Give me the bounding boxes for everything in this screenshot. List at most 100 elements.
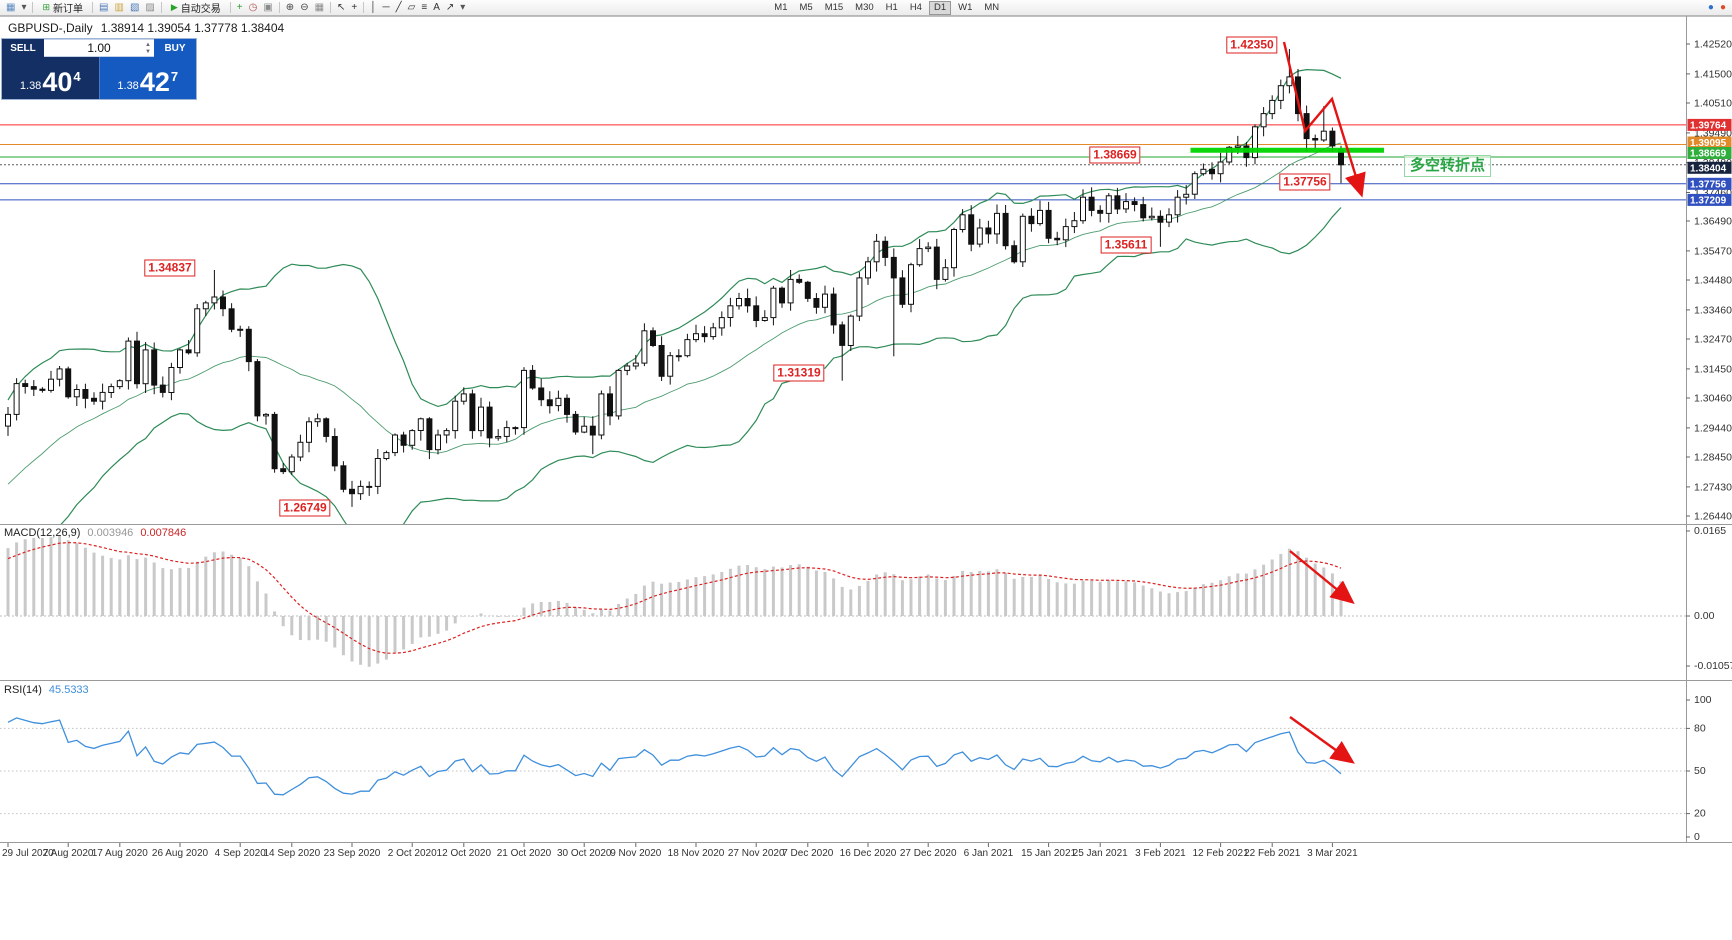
autotrading-button[interactable]: ▶ 自动交易 (170, 2, 221, 15)
toolbar-separator (160, 2, 162, 13)
svg-text:1.27430: 1.27430 (1694, 481, 1732, 493)
navigator-icon[interactable]: ▧ (129, 1, 140, 13)
price-annotation-1.38669[interactable]: 1.38669 (1089, 146, 1141, 164)
toolbar-separator (330, 2, 332, 13)
sell-price-prefix: 1.38 (19, 80, 42, 92)
toolbar-separator (278, 2, 280, 13)
connection-circle-icon[interactable]: ● (1719, 1, 1726, 13)
volume-value: 1.00 (87, 41, 111, 55)
trendline-icon[interactable]: ╱ (395, 1, 402, 13)
svg-text:0.00: 0.00 (1694, 610, 1715, 622)
crosshair-icon[interactable]: + (351, 1, 358, 13)
svg-text:1.42520: 1.42520 (1694, 39, 1732, 51)
arrow-object-icon[interactable]: ↗ (445, 1, 455, 13)
sell-button[interactable]: SELL (2, 39, 44, 57)
main-chart-down-arrow (1282, 41, 1366, 198)
svg-text:1.39764: 1.39764 (1690, 120, 1727, 131)
sell-price-sup: 4 (73, 69, 81, 84)
trend-arrows[interactable] (1282, 41, 1366, 764)
price-tag-1.37756 (1687, 177, 1732, 190)
buy-button[interactable]: BUY (154, 39, 196, 57)
sell-price[interactable]: 1.38 40 4 (2, 57, 100, 99)
templates-icon[interactable]: ▣ (263, 1, 273, 13)
svg-text:2 Oct 2020: 2 Oct 2020 (388, 848, 437, 859)
timeframe-button-h4[interactable]: H4 (909, 1, 922, 13)
horizontal-level-lines[interactable] (0, 124, 1686, 201)
svg-text:27 Nov 2020: 27 Nov 2020 (728, 848, 785, 859)
data-window-icon[interactable]: ▥ (114, 1, 124, 13)
candlestick-series[interactable] (5, 49, 1344, 507)
volume-input[interactable]: 1.00 ▲ ▼ (44, 39, 154, 57)
price-annotation-1.26749[interactable]: 1.26749 (279, 499, 331, 517)
svg-text:1.31450: 1.31450 (1694, 363, 1732, 375)
svg-text:16 Dec 2020: 16 Dec 2020 (840, 848, 897, 859)
one-click-trade-panel: SELL 1.00 ▲ ▼ BUY 1.38 40 4 1.38 42 7 (2, 39, 196, 99)
svg-text:1.38669: 1.38669 (1690, 149, 1727, 160)
period-clock-icon[interactable]: ◷ (248, 1, 258, 13)
fibonacci-icon[interactable]: ≡ (421, 1, 428, 13)
svg-text:1.35470: 1.35470 (1694, 245, 1732, 257)
timeframe-button-m1[interactable]: M1 (774, 1, 788, 13)
indicators-add-icon[interactable]: + (236, 1, 243, 13)
tile-windows-icon[interactable]: ▦ (314, 1, 325, 13)
channel-icon[interactable]: ▱ (407, 1, 416, 13)
price-annotation-1.35611[interactable]: 1.35611 (1100, 236, 1152, 254)
macd-down-arrow (1289, 550, 1355, 605)
svg-text:3 Feb 2021: 3 Feb 2021 (1135, 848, 1186, 859)
svg-text:27 Dec 2020: 27 Dec 2020 (900, 848, 957, 859)
panel-borders (0, 16, 1732, 843)
timeframe-button-m5[interactable]: M5 (799, 1, 813, 13)
svg-text:0.0165: 0.0165 (1694, 525, 1726, 537)
vertical-line-icon[interactable]: │ (370, 1, 377, 13)
price-annotation-1.42350[interactable]: 1.42350 (1226, 36, 1278, 54)
svg-text:1.26440: 1.26440 (1694, 511, 1732, 523)
volume-down-icon[interactable]: ▼ (145, 49, 151, 55)
svg-text:20: 20 (1694, 808, 1706, 820)
svg-text:0: 0 (1694, 831, 1700, 843)
svg-text:7 Aug 2020: 7 Aug 2020 (43, 848, 94, 859)
text-label-icon[interactable]: A (433, 1, 440, 13)
horizontal-line-icon[interactable]: ─ (382, 1, 390, 13)
toolbar: ▦ ▾ ⊞ 新订单 ▤ ▥ ▧ ▨ ▶ 自动交易 + ◷ ▣ ⊕ ⊖ ▦ ↖ + │ ─ ╱ ▱ ≡ A ↗ ▾ M1 M5 M15 M3… (0, 0, 1732, 16)
svg-text:22 Feb 2021: 22 Feb 2021 (1244, 848, 1301, 859)
cursor-icon[interactable]: ↖ (337, 1, 346, 13)
objects-dropdown-icon[interactable]: ▾ (460, 1, 466, 13)
timeframe-button-m30[interactable]: M30 (855, 1, 874, 13)
chart-window-icon[interactable]: ▦ (6, 1, 16, 13)
turning-point-label[interactable]: 多空转折点 (1404, 155, 1492, 177)
ohlc-values: 1.38914 1.39054 1.37778 1.38404 (100, 21, 285, 35)
chart-dropdown-icon[interactable]: ▾ (21, 1, 27, 13)
symbol-ohlc-title: GBPUSD-,Daily 1.38914 1.39054 1.37778 1.3… (8, 21, 284, 35)
price-tag-1.38404 (1687, 161, 1732, 174)
timeframe-button-h1[interactable]: H1 (885, 1, 898, 13)
buy-price-big: 42 (139, 67, 170, 97)
svg-text:1.39095: 1.39095 (1690, 138, 1727, 149)
macd-indicator-label: MACD(12,26,9) 0.003946 0.007846 (4, 527, 187, 539)
help-circle-icon[interactable]: ● (1707, 1, 1714, 13)
zoom-in-icon[interactable]: ⊕ (285, 1, 295, 13)
buy-price-sup: 7 (170, 69, 179, 84)
price-annotation-1.31319[interactable]: 1.31319 (773, 364, 825, 382)
market-watch-icon[interactable]: ▤ (99, 1, 109, 13)
rsi-indicator-label: RSI(14) 45.5333 (4, 684, 89, 696)
buy-price[interactable]: 1.38 42 7 (99, 57, 196, 99)
new-order-button-icon: ⊞ (42, 2, 51, 12)
svg-text:1.41500: 1.41500 (1694, 68, 1732, 80)
new-order-button[interactable]: ⊞ 新订单 (42, 2, 84, 15)
price-tag-1.38669 (1687, 147, 1732, 159)
timeframe-button-d1[interactable]: D1 (928, 0, 952, 15)
svg-text:18 Nov 2020: 18 Nov 2020 (668, 848, 725, 859)
symbol-name: GBPUSD-,Daily (8, 21, 93, 35)
timeframe-button-mn[interactable]: MN (984, 1, 1000, 13)
volume-up-icon[interactable]: ▲ (145, 42, 151, 48)
timeframe-button-m15[interactable]: M15 (824, 1, 844, 13)
price-annotation-1.37756[interactable]: 1.37756 (1279, 173, 1331, 191)
zoom-out-icon[interactable]: ⊖ (300, 1, 309, 13)
terminal-icon[interactable]: ▨ (145, 1, 155, 13)
bollinger-lower (60, 207, 1342, 524)
timeframe-button-w1[interactable]: W1 (958, 1, 973, 13)
price-annotation-1.34837[interactable]: 1.34837 (144, 259, 196, 277)
